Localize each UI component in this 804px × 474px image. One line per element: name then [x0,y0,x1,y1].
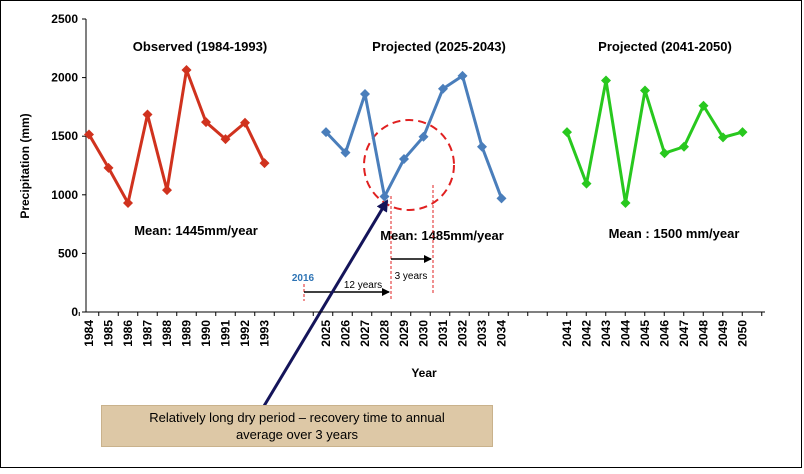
data-point [679,141,689,152]
marker-2016-label: 2016 [292,273,315,284]
x-tick-label: 2032 [456,320,470,347]
data-point [360,89,370,100]
x-tick-label: 2026 [339,320,353,347]
data-point [84,129,94,140]
y-tick-label: 1500 [51,129,78,143]
x-tick-label: 2049 [716,320,730,347]
callout-text: Relatively long dry period – recovery ti… [149,410,445,442]
data-point [259,158,270,169]
x-tick-label: 2034 [495,320,509,347]
data-point [698,100,709,111]
x-tick-label: 2042 [580,320,594,347]
mean-label-projected-2041: Mean : 1500 mm/year [609,226,740,241]
y-tick-label: 2500 [51,12,78,26]
data-point [737,127,748,138]
data-point [438,83,448,94]
data-point [620,198,631,209]
data-point [181,64,192,75]
data-point [659,148,670,159]
data-point [477,141,487,152]
series-title-observed: Observed (1984-1993) [133,39,267,54]
plot-area: 1984 1985 1986 1987 1988 1989 1990 1991 1992 1993… [82,64,750,347]
x-tick-label: 2046 [658,320,672,347]
x-tick-label: 2028 [378,320,392,347]
data-point [399,154,409,165]
y-axis-label: Precipitation (mm) [18,113,32,218]
dry-period-highlight-circle [363,119,455,211]
data-point [581,178,592,189]
span-12-years-label: 12 years [344,280,382,291]
x-tick-label: 2050 [736,320,750,347]
mean-label-observed: Mean: 1445mm/year [134,223,258,238]
x-tick-label: 1987 [141,320,155,347]
x-tick-label: 1992 [238,320,252,347]
data-point [418,131,429,142]
data-point [640,85,650,96]
x-tick-label: 2025 [319,320,333,347]
data-point [496,193,507,204]
x-tick-label: 1989 [180,320,194,347]
data-point [240,117,250,128]
data-point [103,162,114,173]
callout-pointer-arrow [262,199,389,407]
data-point [142,109,153,120]
span-3-years-label: 3 years [395,271,428,282]
x-tick-label: 2047 [677,320,691,347]
chart-axes: 0 500 1000 1500 2000 2500 [51,12,765,319]
data-point [162,185,172,196]
data-point [220,134,231,145]
x-tick-label: 2045 [638,320,652,347]
y-tick-label: 1000 [51,188,78,202]
x-tick-label: 2044 [619,320,633,347]
y-tick-label: 2000 [51,71,78,85]
data-point [562,127,572,138]
x-tick-label: 2031 [436,320,450,347]
y-tick-label: 500 [58,246,78,260]
x-tick-label: 2027 [358,320,372,347]
x-tick-label: 2041 [560,320,574,347]
x-tick-label: 2029 [397,320,411,347]
x-tick-label: 1986 [121,320,135,347]
mean-label-projected-2025: Mean: 1485mm/year [380,228,504,243]
x-tick-label: 1990 [199,320,213,347]
x-tick-label: 2048 [697,320,711,347]
x-tick-label: 1993 [258,320,272,347]
series-line-1 [324,74,503,199]
series-line-2 [565,79,743,205]
x-tick-label: 1984 [82,320,96,347]
data-point [457,70,468,81]
data-point [340,147,351,158]
data-point [601,75,611,86]
data-point [321,127,331,138]
data-point [379,191,390,202]
x-tick-label: 1991 [219,320,233,347]
data-point [201,117,211,128]
data-point [718,132,728,143]
series-line-0 [87,68,266,205]
x-tick-label: 2030 [417,320,431,347]
x-axis-label: Year [411,366,437,380]
x-tick-label: 1985 [102,320,116,347]
x-tick-label: 2043 [599,320,613,347]
x-tick-label: 1988 [160,320,174,347]
dry-period-callout: Relatively long dry period – recovery ti… [101,405,493,447]
series-title-projected-2025: Projected (2025-2043) [372,39,506,54]
y-tick-label: 0 [71,305,78,319]
x-tick-label: 2033 [475,320,489,347]
data-point [123,198,133,209]
series-title-projected-2041: Projected (2041-2050) [598,39,732,54]
